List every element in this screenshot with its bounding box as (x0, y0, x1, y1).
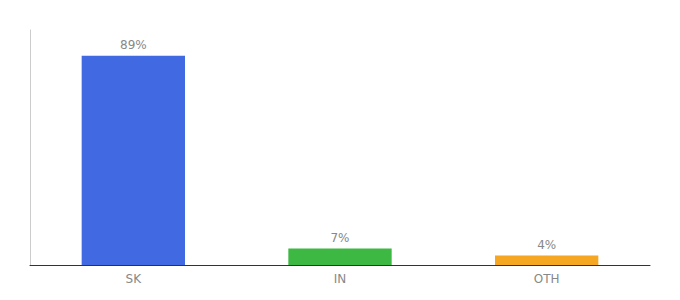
svg-text:89%: 89% (120, 38, 147, 52)
svg-text:SK: SK (126, 272, 143, 286)
svg-text:4%: 4% (537, 238, 556, 252)
svg-text:IN: IN (334, 272, 347, 286)
svg-text:OTH: OTH (534, 272, 560, 286)
svg-text:7%: 7% (330, 231, 349, 245)
